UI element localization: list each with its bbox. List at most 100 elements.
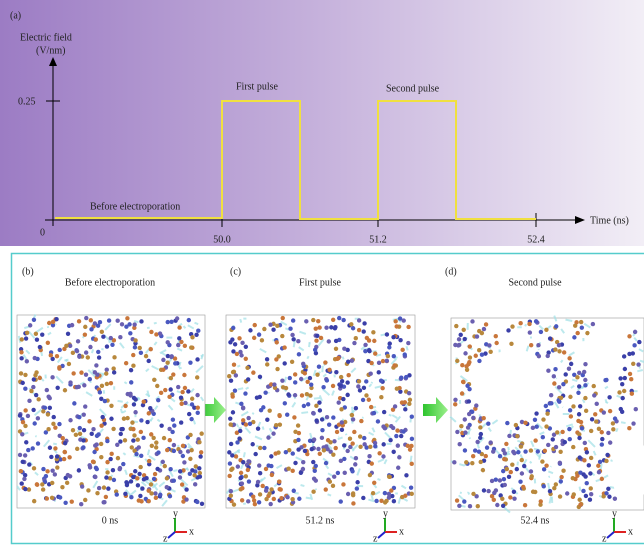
- lipid-tail: [294, 493, 298, 494]
- lipid-head: [58, 495, 62, 499]
- lipid-head: [480, 352, 484, 356]
- lipid-head: [165, 448, 169, 452]
- lipid-head: [115, 319, 119, 323]
- lipid-head: [320, 417, 324, 421]
- lipid-head: [21, 460, 25, 464]
- lipid-head: [355, 486, 359, 490]
- lipid-head: [325, 415, 329, 419]
- lipid-head: [334, 339, 338, 343]
- lipid-head: [577, 498, 581, 502]
- lipid-head: [357, 318, 361, 322]
- lipid-head: [317, 325, 321, 329]
- lipid-head: [523, 449, 527, 453]
- lipid-tail: [252, 413, 254, 414]
- lipid-head: [33, 356, 37, 360]
- lipid-head: [286, 392, 290, 396]
- lipid-head: [301, 460, 305, 464]
- lipid-head: [477, 449, 481, 453]
- lipid-head: [503, 451, 507, 455]
- lipid-head: [398, 316, 402, 320]
- lipid-head: [18, 413, 22, 417]
- lipid-head: [131, 475, 135, 479]
- lipid-head: [367, 398, 371, 402]
- lipid-head: [395, 428, 399, 432]
- lipid-head: [163, 388, 167, 392]
- lipid-tail: [565, 320, 572, 321]
- lipid-head: [477, 348, 481, 352]
- lipid-head: [492, 491, 496, 495]
- lipid-head: [399, 434, 403, 438]
- lipid-head: [627, 426, 631, 430]
- lipid-head: [369, 361, 373, 365]
- lipid-head: [280, 334, 284, 338]
- lipid-head: [50, 468, 54, 472]
- lipid-head: [115, 443, 119, 447]
- lipid-head: [260, 338, 264, 342]
- lipid-head: [303, 371, 307, 375]
- lipid-head: [100, 384, 104, 388]
- lipid-head: [67, 362, 71, 366]
- lipid-head: [109, 404, 113, 408]
- lipid-head: [463, 430, 467, 434]
- lipid-head: [475, 440, 479, 444]
- y-tick-label: 0.25: [18, 96, 36, 107]
- lipid-head: [176, 343, 180, 347]
- lipid-head: [551, 437, 555, 441]
- lipid-head: [314, 404, 318, 408]
- lipid-head: [571, 476, 575, 480]
- lipid-head: [86, 488, 90, 492]
- lipid-head: [392, 354, 396, 358]
- lipid-head: [37, 397, 41, 401]
- lipid-head: [285, 495, 289, 499]
- lipid-tail: [41, 352, 42, 356]
- lipid-head: [505, 467, 509, 471]
- lipid-head: [484, 322, 488, 326]
- lipid-head: [188, 433, 192, 437]
- lipid-head: [279, 496, 283, 500]
- lipid-head: [623, 376, 627, 380]
- lipid-head: [237, 436, 241, 440]
- lipid-head: [55, 386, 59, 390]
- lipid-head: [238, 429, 242, 433]
- lipid-head: [341, 482, 345, 486]
- lipid-head: [232, 502, 236, 506]
- lipid-head: [346, 359, 350, 363]
- lipid-head: [583, 378, 587, 382]
- lipid-head: [193, 482, 197, 486]
- lipid-head: [163, 464, 167, 468]
- lipid-head: [142, 399, 146, 403]
- lipid-head: [251, 494, 255, 498]
- lipid-head: [369, 372, 373, 376]
- lipid-head: [620, 382, 624, 386]
- lipid-head: [137, 472, 141, 476]
- lipid-head: [594, 419, 598, 423]
- lipid-head: [387, 492, 391, 496]
- lipid-head: [494, 341, 498, 345]
- lipid-tail: [530, 462, 532, 464]
- lipid-head: [372, 481, 376, 485]
- lipid-head: [539, 330, 543, 334]
- lipid-head: [20, 337, 24, 341]
- lipid-tail: [306, 498, 312, 499]
- lipid-head: [470, 319, 474, 323]
- lipid-head: [348, 436, 352, 440]
- lipid-head: [406, 444, 410, 448]
- lipid-head: [195, 500, 199, 504]
- lipid-head: [549, 393, 553, 397]
- lipid-head: [55, 354, 59, 358]
- lipid-head: [123, 404, 127, 408]
- lipid-head: [533, 418, 537, 422]
- lipid-head: [331, 415, 335, 419]
- lipid-head: [124, 361, 128, 365]
- lipid-head: [559, 396, 563, 400]
- panel-title: Second pulse: [508, 277, 562, 288]
- lipid-head: [282, 361, 286, 365]
- lipid-head: [241, 418, 245, 422]
- lipid-head: [288, 376, 292, 380]
- lipid-head: [53, 425, 57, 429]
- lipid-head: [632, 343, 636, 347]
- lipid-head: [339, 407, 343, 411]
- lipid-tail: [389, 415, 392, 416]
- lipid-head: [93, 475, 97, 479]
- lipid-head: [25, 359, 29, 363]
